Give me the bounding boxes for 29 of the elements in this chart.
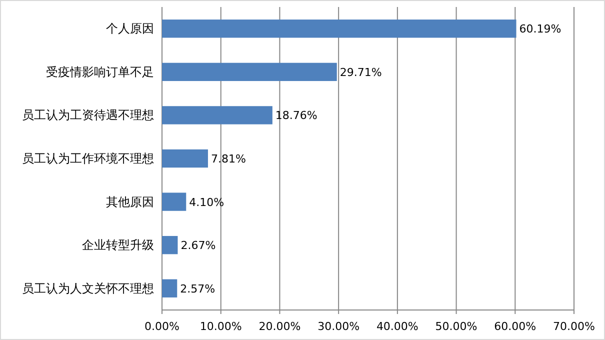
x-tick-label: 10.00% [200,320,242,333]
y-tick-label: 企业转型升级 [82,238,154,252]
bar [162,106,272,124]
data-label: 60.19% [519,22,562,36]
data-label: 7.81% [210,152,246,166]
y-tick-label: 员工认为工资待遇不理想 [22,108,154,122]
bar [162,236,178,254]
y-tick-label: 员工认为人文关怀不理想 [22,281,154,296]
x-tick-label: 50.00% [435,320,478,333]
x-tick-label: 20.00% [258,320,301,333]
x-tick-label: 60.00% [494,320,536,333]
bar [162,279,178,298]
data-label: 18.76% [275,109,318,122]
y-tick-label: 受疫情影响订单不足 [46,64,154,79]
x-tick-label: 0.00% [144,320,180,333]
bar [162,192,186,211]
data-label: 2.67% [180,239,216,252]
bar [162,62,337,82]
y-tick-label: 其他原因 [106,194,154,209]
y-tick-label: 员工认为工作环境不理想 [22,152,154,166]
bar [162,20,516,38]
x-tick-label: 30.00% [318,320,360,333]
data-label: 2.57% [180,282,216,296]
data-label: 29.71% [340,66,382,79]
x-tick-label: 70.00% [553,320,595,333]
y-tick-label: 个人原因 [106,22,154,36]
x-tick-label: 40.00% [376,320,418,333]
data-label: 4.10% [189,196,224,209]
bar [162,149,208,168]
